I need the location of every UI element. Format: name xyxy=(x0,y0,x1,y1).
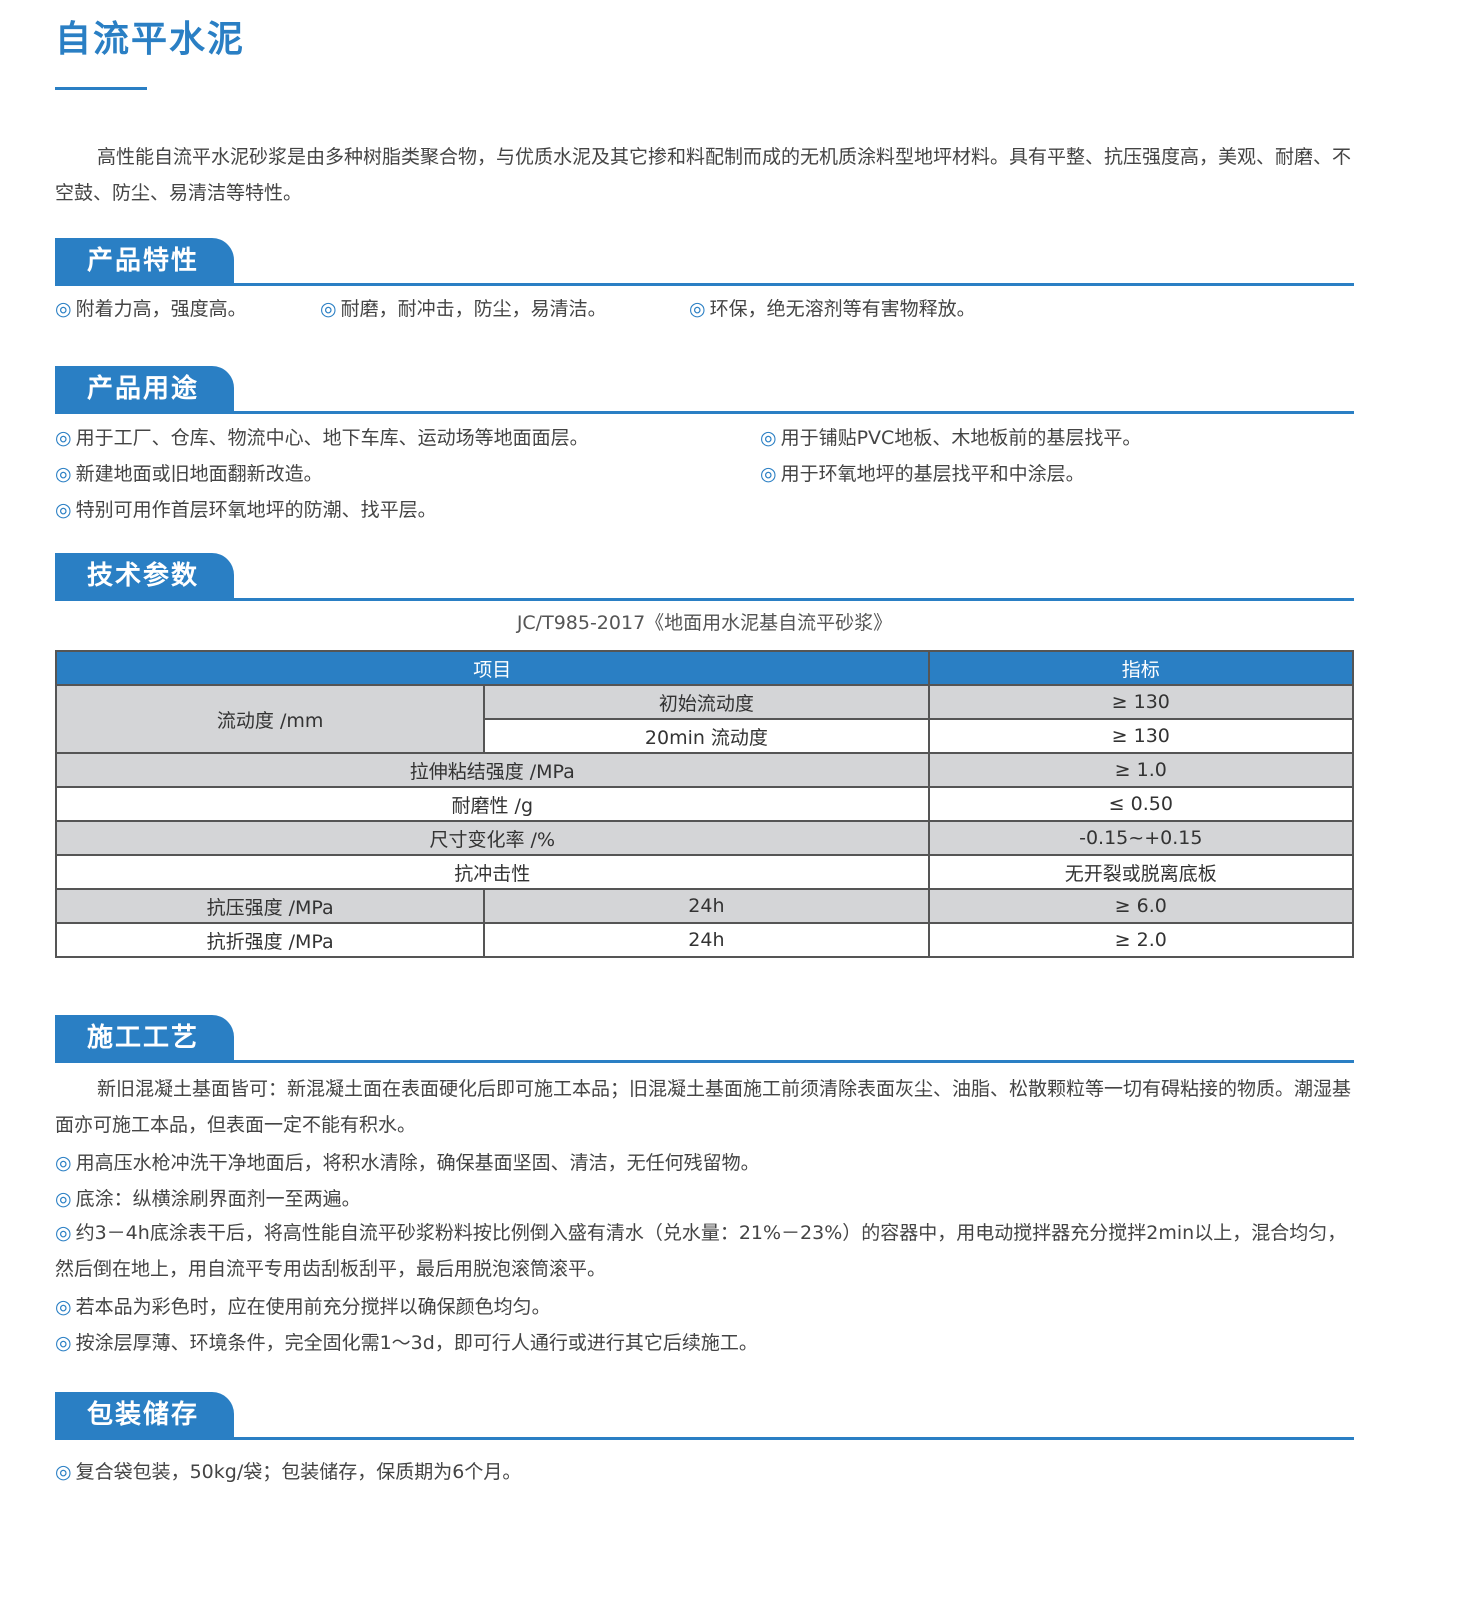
divider xyxy=(55,1060,1354,1063)
use-item: ◎ 特别可用作首层环氧地坪的防潮、找平层。 xyxy=(55,495,437,522)
step-text: 约3－4h底涂表干后，将高性能自流平砂浆粉料按比例倒入盛有清水（兑水量：21%－… xyxy=(55,1222,1347,1280)
bullet-circle-icon: ◎ xyxy=(55,463,72,485)
bullet-circle-icon: ◎ xyxy=(55,1296,72,1318)
cell-label: 流动度 /mm xyxy=(54,684,486,754)
use-text: 新建地面或旧地面翻新改造。 xyxy=(75,463,323,485)
feature-text: 耐磨，耐冲击，防尘，易清洁。 xyxy=(340,298,607,320)
cell-value: ≥ 1.0 xyxy=(927,752,1355,788)
step-text: 按涂层厚薄、环境条件，完全固化需1～3d，即可行人通行或进行其它后续施工。 xyxy=(75,1332,758,1354)
cell-value: 无开裂或脱离底板 xyxy=(927,854,1355,890)
section-features: 产品特性 xyxy=(55,238,1354,286)
standard-caption: JC/T985-2017《地面用水泥基自流平砂浆》 xyxy=(516,612,893,634)
cell-label: 抗压强度 /MPa xyxy=(54,888,486,924)
cell-value: ≤ 0.50 xyxy=(927,786,1355,822)
feature-item: ◎ 附着力高，强度高。 xyxy=(55,294,247,321)
use-item: ◎ 用于工厂、仓库、物流中心、地下车库、运动场等地面面层。 xyxy=(55,423,589,450)
section-construction: 施工工艺 xyxy=(55,1015,1354,1063)
section-heading: 包装储存 xyxy=(55,1392,234,1438)
table-row: 抗压强度 /MPa 24h ≥ 6.0 xyxy=(54,888,1355,924)
title-underline xyxy=(55,87,147,90)
step-item: ◎ 按涂层厚薄、环境条件，完全固化需1～3d，即可行人通行或进行其它后续施工。 xyxy=(55,1328,758,1355)
bullet-circle-icon: ◎ xyxy=(55,1152,72,1174)
section-heading: 施工工艺 xyxy=(55,1015,234,1061)
feature-item: ◎ 耐磨，耐冲击，防尘，易清洁。 xyxy=(320,294,607,321)
table-row: 抗折强度 /MPa 24h ≥ 2.0 xyxy=(54,922,1355,958)
use-text: 用于铺贴PVC地板、木地板前的基层找平。 xyxy=(780,427,1142,449)
use-item: ◎ 新建地面或旧地面翻新改造。 xyxy=(55,459,323,486)
divider xyxy=(55,598,1354,601)
bullet-circle-icon: ◎ xyxy=(320,298,337,320)
cell-label: 抗冲击性 xyxy=(55,854,930,890)
table-row: 流动度 /mm 初始流动度 ≥ 130 xyxy=(54,684,1355,754)
intro-text: 高性能自流平水泥砂浆是由多种树脂类聚合物，与优质水泥及其它掺和料配制而成的无机质… xyxy=(55,146,1352,204)
step-item: ◎ 用高压水枪冲洗干净地面后，将积水清除，确保基面坚固、清洁，无任何残留物。 xyxy=(55,1148,760,1175)
cell-sub: 初始流动度 xyxy=(483,684,930,720)
table-row: 抗冲击性 无开裂或脱离底板 xyxy=(55,854,1355,890)
use-text: 用于环氧地坪的基层找平和中涂层。 xyxy=(780,463,1085,485)
table-header: 项目 指标 xyxy=(55,650,1355,686)
bullet-circle-icon: ◎ xyxy=(55,427,72,449)
cell-value: ≥ 130 xyxy=(927,684,1355,720)
cell-value: ≥ 2.0 xyxy=(927,922,1355,958)
cell-sub: 20min 流动度 xyxy=(483,718,930,754)
feature-text: 附着力高，强度高。 xyxy=(75,298,247,320)
bullet-circle-icon: ◎ xyxy=(55,298,72,320)
bullet-circle-icon: ◎ xyxy=(760,463,777,485)
bullet-circle-icon: ◎ xyxy=(55,1188,72,1210)
divider xyxy=(55,283,1354,286)
section-storage: 包装储存 xyxy=(55,1392,1354,1440)
cell-sub: 24h xyxy=(483,922,930,958)
use-item: ◎ 用于铺贴PVC地板、木地板前的基层找平。 xyxy=(760,423,1141,450)
storage-item: ◎ 复合袋包装，50kg/袋；包装储存，保质期为6个月。 xyxy=(55,1457,521,1484)
tech-table: 项目 指标 流动度 /mm 初始流动度 ≥ 130 20min 流动度 ≥ 130 拉伸… xyxy=(54,650,1355,958)
step-item: ◎ 约3－4h底涂表干后，将高性能自流平砂浆粉料按比例倒入盛有清水（兑水量：21%… xyxy=(55,1215,1355,1287)
step-text: 底涂：纵横涂刷界面剂一至两遍。 xyxy=(75,1188,361,1210)
step-item: ◎ 若本品为彩色时，应在使用前充分搅拌以确保颜色均匀。 xyxy=(55,1292,551,1319)
cell-label: 耐磨性 /g xyxy=(55,786,930,822)
feature-text: 环保，绝无溶剂等有害物释放。 xyxy=(709,298,976,320)
cell-sub: 24h xyxy=(483,888,930,924)
cell-value: ≥ 130 xyxy=(927,718,1355,754)
storage-text: 复合袋包装，50kg/袋；包装储存，保质期为6个月。 xyxy=(75,1461,522,1483)
header-item: 项目 xyxy=(55,650,930,686)
bullet-circle-icon: ◎ xyxy=(55,1332,72,1354)
cell-value: -0.15~+0.15 xyxy=(927,820,1355,856)
construction-intro: 新旧混凝土基面皆可：新混凝土面在表面硬化后即可施工本品；旧混凝土基面施工前须清除… xyxy=(55,1078,1352,1136)
section-heading: 产品用途 xyxy=(55,366,234,412)
section-uses: 产品用途 xyxy=(55,366,1354,414)
table-row: 耐磨性 /g ≤ 0.50 xyxy=(55,786,1355,822)
section-heading: 技术参数 xyxy=(55,553,234,599)
bullet-circle-icon: ◎ xyxy=(760,427,777,449)
bullet-circle-icon: ◎ xyxy=(55,1461,72,1483)
step-text: 若本品为彩色时，应在使用前充分搅拌以确保颜色均匀。 xyxy=(75,1296,551,1318)
divider xyxy=(55,411,1354,414)
feature-item: ◎ 环保，绝无溶剂等有害物释放。 xyxy=(689,294,976,321)
table-row: 20min 流动度 ≥ 130 xyxy=(56,718,1355,754)
bullet-circle-icon: ◎ xyxy=(55,499,72,521)
cell-value: ≥ 6.0 xyxy=(927,888,1355,924)
section-tech: 技术参数 xyxy=(55,553,1354,601)
section-heading: 产品特性 xyxy=(55,238,234,284)
cell-label: 拉伸粘结强度 /MPa xyxy=(55,752,930,788)
table-row: 尺寸变化率 /% -0.15~+0.15 xyxy=(55,820,1355,856)
cell-label: 尺寸变化率 /% xyxy=(55,820,930,856)
cell-label: 抗折强度 /MPa xyxy=(54,922,486,958)
header-value: 指标 xyxy=(927,650,1355,686)
use-text: 特别可用作首层环氧地坪的防潮、找平层。 xyxy=(75,499,437,521)
bullet-circle-icon: ◎ xyxy=(55,1222,72,1244)
use-text: 用于工厂、仓库、物流中心、地下车库、运动场等地面面层。 xyxy=(75,427,589,449)
page-title: 自流平水泥 xyxy=(55,19,246,60)
table-row: 拉伸粘结强度 /MPa ≥ 1.0 xyxy=(55,752,1355,788)
bullet-circle-icon: ◎ xyxy=(689,298,706,320)
divider xyxy=(55,1437,1354,1440)
step-item: ◎ 底涂：纵横涂刷界面剂一至两遍。 xyxy=(55,1184,361,1211)
step-text: 用高压水枪冲洗干净地面后，将积水清除，确保基面坚固、清洁，无任何残留物。 xyxy=(75,1152,760,1174)
use-item: ◎ 用于环氧地坪的基层找平和中涂层。 xyxy=(760,459,1085,486)
